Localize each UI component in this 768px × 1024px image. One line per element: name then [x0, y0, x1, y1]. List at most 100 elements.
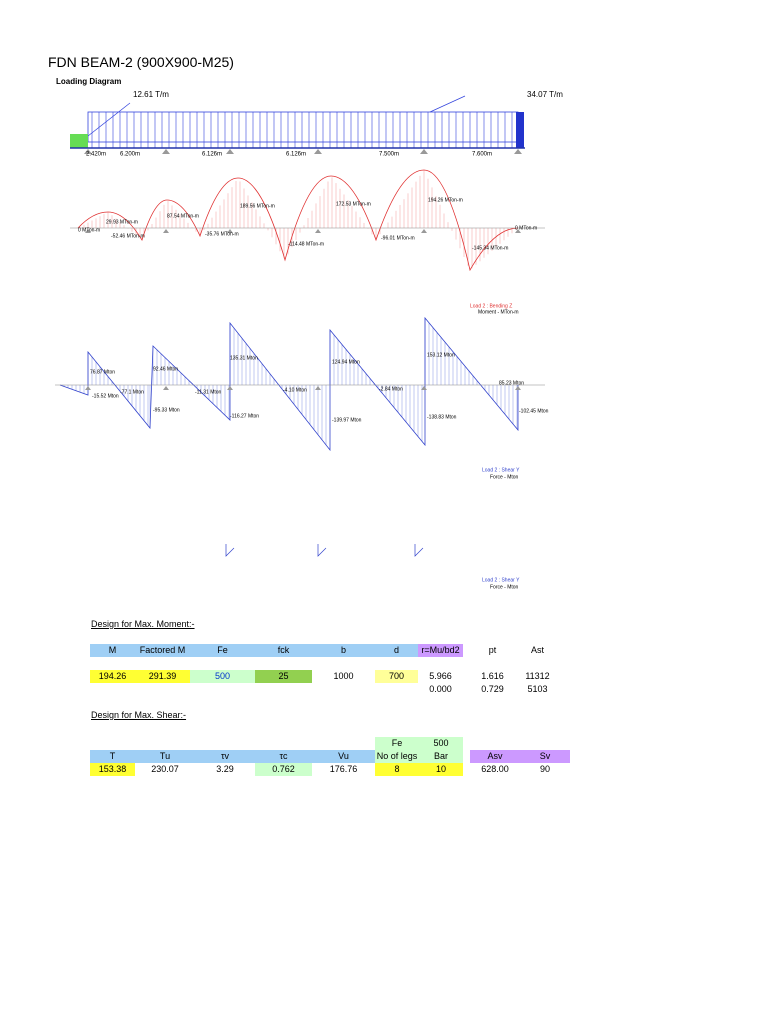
shear-header: Tu — [135, 750, 195, 763]
moment-label: -114.48 MTon-m — [288, 241, 324, 247]
support — [85, 386, 91, 390]
shear-header: No of legs — [375, 750, 419, 763]
fe-value: 500 — [419, 737, 463, 750]
moment-curve — [77, 169, 519, 272]
support — [514, 149, 522, 154]
span-label: 6.126m — [286, 152, 306, 158]
shear-label: 135.31 Mton — [230, 355, 258, 361]
shear-cell: 0.762 — [255, 763, 312, 776]
moment-header: pt — [488, 645, 497, 655]
shear-label: -95.33 Mton — [153, 407, 180, 413]
shear-label: 92.46 Mton — [153, 366, 178, 372]
shear-label: -2.84 Mton — [379, 386, 403, 392]
moment-label: -35.76 MTon-m — [205, 231, 239, 237]
support — [162, 149, 170, 154]
support — [421, 386, 427, 390]
moment-cell: 194.26 — [90, 670, 135, 683]
load-end — [516, 112, 524, 148]
shear-cell: 10 — [419, 763, 463, 776]
shear-cell: 176.76 — [329, 764, 358, 774]
support — [421, 229, 427, 233]
moment-cell: 5.966 — [429, 671, 452, 681]
moment-label: -96.01 MTon-m — [381, 235, 415, 241]
legend: Force - Mton — [490, 474, 519, 480]
span-label: 7.600m — [472, 152, 492, 158]
shear-cell: 153.38 — [90, 763, 135, 776]
shear-fragment — [317, 544, 327, 557]
support — [515, 229, 521, 233]
legend: Force - Mton — [490, 584, 519, 590]
moment-cell: 25 — [255, 670, 312, 683]
shear-label: 153.12 Mton — [427, 352, 455, 358]
support — [420, 149, 428, 154]
moment-label: -145.34 MTon-m — [472, 245, 508, 251]
moment-header: Factored M — [135, 644, 190, 657]
moment-cell: 291.39 — [135, 670, 190, 683]
moment-cell: 700 — [375, 670, 418, 683]
support — [163, 386, 169, 390]
pointer — [429, 95, 466, 113]
shear-label: 85.23 Mton — [499, 380, 524, 386]
shear-label: -77.1 Mton — [120, 389, 144, 395]
shear-header: Vu — [312, 750, 375, 763]
moment-cell: 1000 — [333, 671, 354, 681]
shear-label: -11.31 Mton — [195, 389, 222, 395]
moment-label: 29.93 MTon-m — [106, 219, 138, 225]
moment-header: d — [375, 644, 418, 657]
legend: Load 2 : Shear Y — [482, 577, 520, 583]
moment-label: 194.26 MTon-m — [428, 197, 463, 203]
support — [227, 386, 233, 390]
support — [85, 229, 91, 233]
shear-fragment — [225, 544, 235, 557]
shear-label: -4.10 Mton — [283, 387, 307, 393]
fe-label: Fe — [375, 737, 419, 750]
shear-header: τv — [195, 750, 255, 763]
shear-header: τc — [255, 750, 312, 763]
shear-curve — [59, 316, 519, 452]
support — [226, 149, 234, 154]
shear-cell: 628.00 — [481, 764, 509, 774]
support — [315, 386, 321, 390]
moment-label: 0 MTon-m — [515, 225, 537, 231]
moment-header: M — [90, 644, 135, 657]
load-label: 12.61 T/m — [133, 90, 169, 99]
shear-cell: 8 — [375, 763, 419, 776]
moment-header: fck — [255, 644, 312, 657]
moment-cell: 11312 — [525, 671, 550, 681]
moment-label: 87.54 MTon-m — [167, 213, 199, 219]
moment-cell: 500 — [190, 670, 255, 683]
shear-label: -102.45 Mton — [519, 408, 549, 414]
beam-load — [87, 111, 519, 143]
shear-header: Sv — [520, 750, 570, 763]
shear-label: -138.83 Mton — [427, 414, 457, 420]
moment-header: r=Mu/bd2 — [418, 644, 463, 657]
moment-cell: 0.000 — [429, 684, 452, 694]
shear-cell: 230.07 — [151, 764, 179, 774]
support — [515, 386, 521, 390]
diagrams: 12.61 T/m 34.07 T/m 2.420m 6.200m 6.126m 6.12… — [55, 90, 563, 590]
shear-design-title: Design for Max. Shear:- — [91, 710, 187, 720]
shear-header: T — [90, 750, 135, 763]
shear-label: -116.27 Mton — [230, 413, 259, 419]
legend: Load 2 : Shear Y — [482, 467, 520, 473]
moment-header: b — [312, 644, 375, 657]
pointer — [87, 102, 131, 137]
moment-cell: 0.729 — [481, 684, 504, 694]
shear-label: -139.97 Mton — [332, 417, 362, 423]
shear-header: Asv — [470, 750, 520, 763]
moment-design-title: Design for Max. Moment:- — [91, 619, 195, 629]
shear-cell: 3.29 — [216, 764, 234, 774]
moment-label: 189.56 MTon-m — [240, 203, 275, 209]
support — [227, 229, 233, 233]
moment-cell: 1.616 — [481, 671, 504, 681]
shear-cell: 90 — [539, 764, 550, 774]
support — [84, 149, 92, 154]
title: FDN BEAM-2 (900X900-M25) — [48, 54, 234, 70]
support — [315, 229, 321, 233]
shear-label: -15.52 Mton — [92, 393, 119, 399]
moment-cell: 5103 — [527, 684, 548, 694]
span-label: 6.126m — [202, 152, 222, 158]
shear-label: 76.87 Mton — [90, 369, 115, 375]
shear-fragment — [414, 544, 424, 557]
legend: Load 2 : Bending Z — [470, 303, 512, 309]
